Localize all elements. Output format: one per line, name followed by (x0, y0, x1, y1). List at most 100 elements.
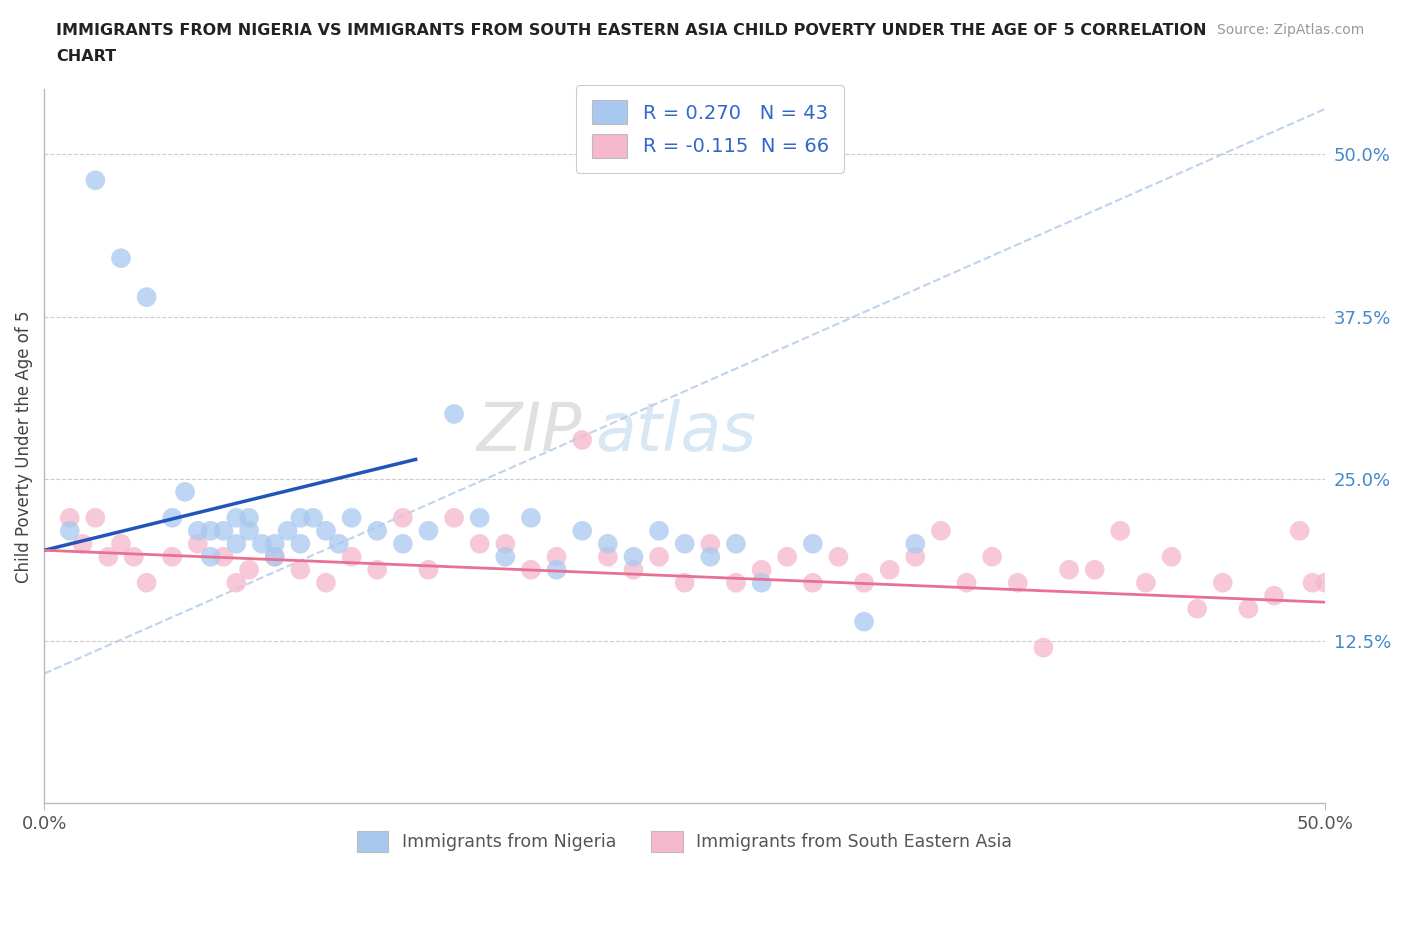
Point (277, 524, 299, 538)
Point (981, 550, 1004, 565)
Point (596, 537, 619, 551)
Point (263, 537, 285, 551)
Point (853, 614, 876, 629)
Point (1378, 627, 1400, 642)
Point (1340, 614, 1362, 629)
Point (648, 550, 671, 565)
Point (72, 537, 94, 551)
Point (1109, 524, 1132, 538)
Text: Source: ZipAtlas.com: Source: ZipAtlas.com (1216, 23, 1364, 37)
Point (699, 550, 721, 565)
Text: atlas: atlas (595, 399, 756, 465)
Point (673, 576, 696, 591)
Point (122, 550, 145, 565)
Point (468, 511, 491, 525)
Point (623, 550, 645, 565)
Point (751, 576, 773, 591)
Point (174, 485, 197, 499)
Point (468, 537, 491, 551)
Point (1237, 602, 1260, 617)
Point (160, 511, 183, 525)
Point (135, 289, 157, 304)
Point (929, 524, 952, 538)
Point (340, 550, 363, 565)
Point (97, 550, 120, 565)
Point (520, 511, 543, 525)
Point (263, 550, 285, 565)
Point (187, 524, 209, 538)
Point (290, 511, 312, 525)
Point (724, 537, 747, 551)
Legend: Immigrants from Nigeria, Immigrants from South Eastern Asia: Immigrants from Nigeria, Immigrants from… (350, 824, 1019, 859)
Point (212, 550, 235, 565)
Point (225, 576, 247, 591)
Point (699, 537, 721, 551)
Point (200, 550, 222, 565)
Point (315, 576, 337, 591)
Point (225, 511, 247, 525)
Point (328, 537, 350, 551)
Point (238, 563, 260, 578)
Point (827, 550, 849, 565)
Point (596, 550, 619, 565)
Point (571, 524, 593, 538)
Point (751, 563, 773, 578)
Point (1135, 576, 1157, 591)
Point (135, 576, 157, 591)
Point (1084, 563, 1107, 578)
Point (290, 537, 312, 551)
Point (546, 550, 568, 565)
Point (904, 550, 927, 565)
Y-axis label: Child Poverty Under the Age of 5: Child Poverty Under the Age of 5 (15, 311, 32, 583)
Point (1365, 537, 1388, 551)
Point (290, 563, 312, 578)
Point (853, 576, 876, 591)
Point (623, 563, 645, 578)
Point (263, 550, 285, 565)
Text: IMMIGRANTS FROM NIGERIA VS IMMIGRANTS FROM SOUTH EASTERN ASIA CHILD POVERTY UNDE: IMMIGRANTS FROM NIGERIA VS IMMIGRANTS FR… (56, 23, 1206, 38)
Point (1263, 589, 1285, 604)
Point (1301, 576, 1323, 591)
Point (955, 576, 977, 591)
Point (392, 511, 415, 525)
Point (776, 550, 799, 565)
Point (1007, 576, 1029, 591)
Point (238, 511, 260, 525)
Point (571, 432, 593, 447)
Point (84, 173, 107, 188)
Point (494, 550, 516, 565)
Point (392, 537, 415, 551)
Point (1315, 576, 1337, 591)
Point (673, 537, 696, 551)
Point (443, 511, 465, 525)
Point (1185, 602, 1208, 617)
Point (187, 537, 209, 551)
Point (904, 537, 927, 551)
Point (110, 537, 132, 551)
Point (879, 563, 901, 578)
Point (1160, 550, 1182, 565)
Text: CHART: CHART (56, 49, 117, 64)
Point (1403, 614, 1406, 629)
Point (1327, 576, 1350, 591)
Point (366, 563, 388, 578)
Point (160, 550, 183, 565)
Point (1353, 576, 1375, 591)
Point (200, 524, 222, 538)
Point (366, 524, 388, 538)
Point (418, 563, 440, 578)
Point (1032, 640, 1054, 655)
Point (1288, 524, 1310, 538)
Point (59, 511, 82, 525)
Point (1212, 576, 1234, 591)
Point (315, 524, 337, 538)
Point (443, 406, 465, 421)
Point (801, 537, 824, 551)
Point (1391, 550, 1406, 565)
Point (212, 524, 235, 538)
Text: ZIP: ZIP (477, 399, 582, 465)
Point (1057, 563, 1080, 578)
Point (724, 576, 747, 591)
Point (84, 511, 107, 525)
Point (110, 251, 132, 266)
